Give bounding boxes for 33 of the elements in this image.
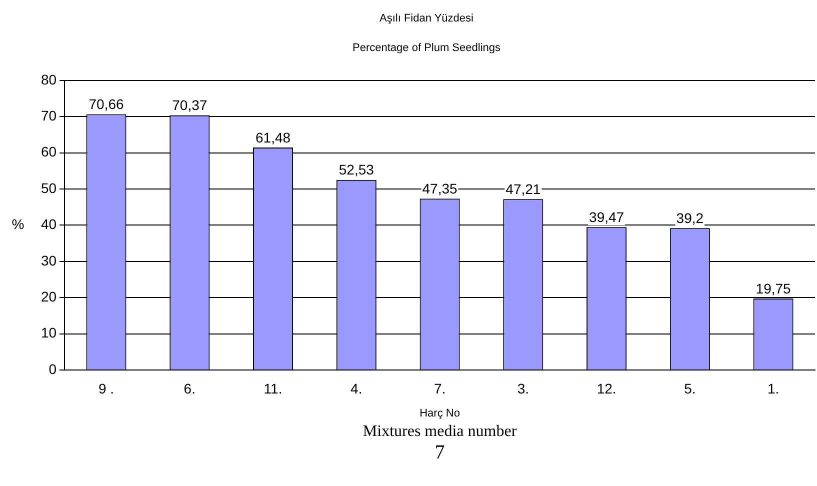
y-tick-label: 70 bbox=[40, 107, 57, 124]
x-tick-label: 12. bbox=[596, 380, 616, 396]
chart-subtitle: Percentage of Plum Seedlings bbox=[352, 42, 501, 54]
x-tick-label: 7. bbox=[434, 380, 446, 396]
y-tick-label: 60 bbox=[40, 144, 57, 160]
data-label: 39,2 bbox=[676, 210, 704, 226]
data-label: 19,75 bbox=[756, 280, 792, 296]
x-tick-label: 3. bbox=[517, 380, 530, 396]
x-tick-label: 4. bbox=[350, 380, 362, 396]
y-axis-title: % bbox=[12, 216, 24, 232]
x-tick-label: 11. bbox=[264, 380, 282, 396]
y-tick-label: 20 bbox=[40, 288, 57, 304]
x-tick-label: 6. bbox=[184, 380, 196, 396]
data-label: 47,35 bbox=[422, 180, 458, 196]
y-tick-label: 10 bbox=[40, 324, 57, 341]
y-tick-label: 0 bbox=[48, 360, 57, 377]
x-tick-label: 9 . bbox=[98, 380, 114, 396]
y-tick-label: 30 bbox=[40, 252, 57, 268]
text: 7 bbox=[434, 441, 445, 464]
text: Mixtures media number bbox=[362, 423, 518, 440]
data-label: 39,47 bbox=[589, 208, 624, 225]
x-axis-title: Harç No bbox=[420, 407, 460, 420]
data-label: 70,66 bbox=[88, 96, 124, 112]
data-label: 70,37 bbox=[172, 97, 208, 114]
chart-title: Aşılı Fidan Yüzdesi bbox=[380, 12, 474, 25]
data-label: 61,48 bbox=[256, 129, 291, 146]
y-tick-label: 40 bbox=[40, 216, 57, 232]
data-label: 52,53 bbox=[338, 162, 374, 178]
x-tick-label: 5. bbox=[684, 380, 696, 396]
y-tick-label: 80 bbox=[40, 71, 57, 88]
y-tick-label: 50 bbox=[40, 180, 57, 196]
data-label: 47,21 bbox=[506, 180, 541, 197]
x-tick-label: 1. bbox=[767, 380, 780, 396]
